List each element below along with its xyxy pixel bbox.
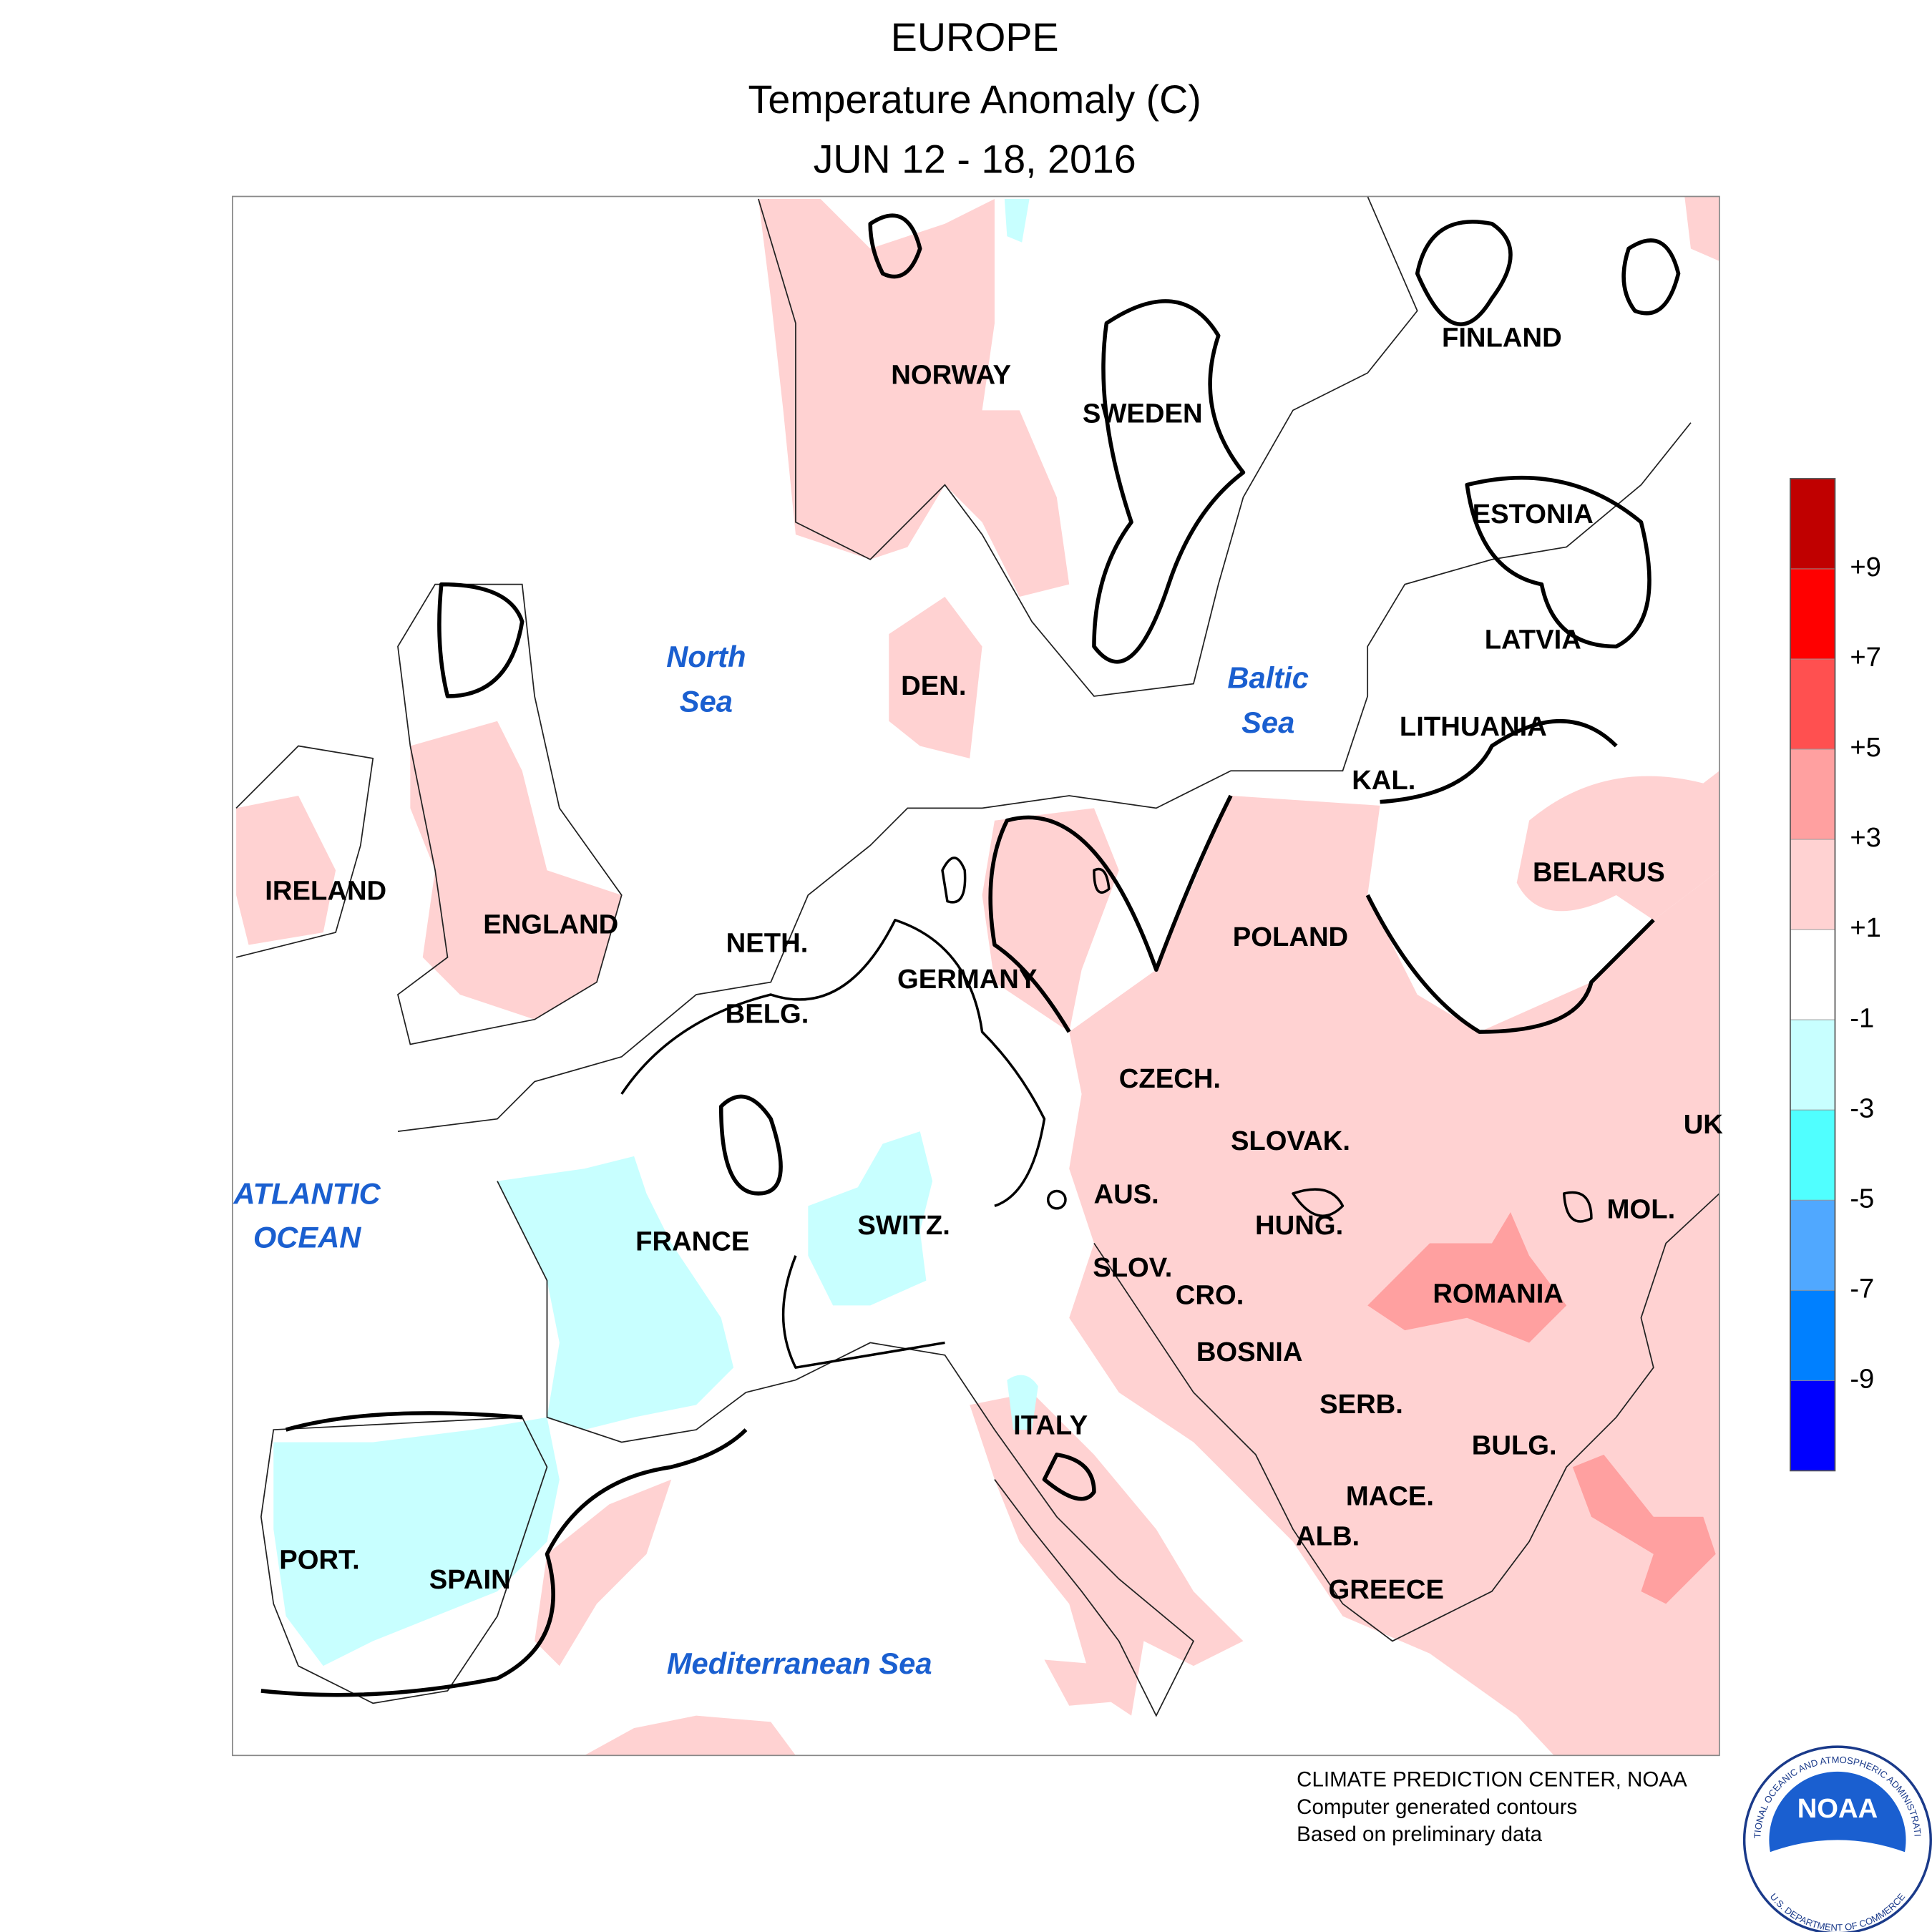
map-frame (232, 195, 1720, 1757)
country-label: FRANCE (635, 1226, 749, 1257)
country-label: CZECH. (1119, 1063, 1221, 1094)
sea-label: Sea (680, 684, 733, 718)
dates: JUN 12 - 18, 2016 (814, 137, 1136, 182)
country-label: KAL. (1352, 765, 1415, 796)
country-label: BULG. (1472, 1430, 1557, 1460)
legend-swatch (1790, 658, 1835, 750)
legend-tick-label: -7 (1850, 1273, 1874, 1304)
country-label: ALB. (1296, 1521, 1360, 1551)
country-label: SPAIN (429, 1564, 511, 1595)
country-label: AUS. (1093, 1179, 1158, 1210)
legend-swatch (1790, 1019, 1835, 1111)
subtitle: Temperature Anomaly (C) (748, 77, 1201, 122)
legend-swatch (1790, 748, 1835, 840)
country-label: SWEDEN (1083, 398, 1203, 429)
country-label: SLOV. (1093, 1252, 1172, 1283)
map (235, 196, 1719, 1756)
country-label: BOSNIA (1196, 1337, 1303, 1367)
country-label: HUNG. (1255, 1210, 1343, 1241)
country-label: SWITZ. (857, 1210, 950, 1241)
legend-tick-label: +5 (1850, 732, 1881, 763)
legend-swatch (1790, 1109, 1835, 1201)
color-legend: +9 +7 +5 +3 +1 -1 -3 -5 -7 -9 (1790, 478, 1881, 1472)
footer-line: CLIMATE PREDICTION CENTER, NOAA (1297, 1768, 1687, 1792)
country-label: LITHUANIA (1400, 711, 1547, 742)
sea-label: Mediterranean Sea (667, 1646, 932, 1680)
legend-tick-label: +3 (1850, 822, 1881, 853)
legend-swatch (1790, 1380, 1835, 1471)
country-label: MACE. (1346, 1481, 1434, 1512)
sea-label: OCEAN (253, 1220, 361, 1254)
legend-tick-label: -5 (1850, 1183, 1874, 1214)
country-label: LATVIA (1485, 625, 1581, 655)
country-label: NETH. (726, 928, 809, 959)
country-label: SLOVAK. (1231, 1126, 1350, 1156)
legend-swatch (1790, 1199, 1835, 1291)
footer-line: Computer generated contours (1297, 1795, 1577, 1819)
country-label: FINLAND (1442, 322, 1562, 353)
legend-tick-label: +9 (1850, 552, 1881, 582)
legend-tick-label: +1 (1850, 912, 1881, 943)
country-label: GREECE (1329, 1574, 1444, 1605)
country-label: CRO. (1176, 1279, 1244, 1310)
legend-swatch (1790, 839, 1835, 930)
country-label: GERMANY (897, 964, 1037, 995)
country-label: SERB. (1319, 1389, 1403, 1420)
country-label: NORWAY (891, 360, 1011, 391)
country-label: PORT. (279, 1544, 360, 1575)
sea-label: ATLANTIC (233, 1176, 381, 1210)
sea-label: Baltic (1227, 660, 1309, 694)
country-label: UK (1684, 1109, 1724, 1140)
title: EUROPE (891, 15, 1059, 59)
legend-tick-label: -3 (1850, 1093, 1874, 1123)
country-label: DEN. (901, 670, 966, 701)
footer-line: Based on preliminary data (1297, 1823, 1542, 1846)
legend-swatch (1790, 478, 1835, 570)
logo-text: NOAA (1797, 1793, 1878, 1824)
country-label: MOL. (1607, 1194, 1676, 1224)
legend-swatch (1790, 1289, 1835, 1381)
country-label: ROMANIA (1433, 1279, 1563, 1309)
legend-border (1790, 478, 1836, 1472)
country-label: ENGLAND (483, 909, 618, 940)
legend-swatch (1790, 568, 1835, 660)
country-label: ESTONIA (1473, 499, 1594, 530)
sea-label: North (666, 640, 746, 673)
country-label: POLAND (1233, 922, 1348, 952)
legend-tick-label: -1 (1850, 1002, 1874, 1033)
country-label: BELARUS (1533, 857, 1665, 888)
country-label: IRELAND (265, 876, 386, 907)
country-label: ITALY (1013, 1410, 1088, 1441)
country-label: BELG. (726, 999, 809, 1030)
legend-tick-label: -9 (1850, 1363, 1874, 1394)
legend-swatch (1790, 929, 1835, 1020)
legend-tick-label: +7 (1850, 642, 1881, 673)
sea-label: Sea (1241, 706, 1294, 739)
